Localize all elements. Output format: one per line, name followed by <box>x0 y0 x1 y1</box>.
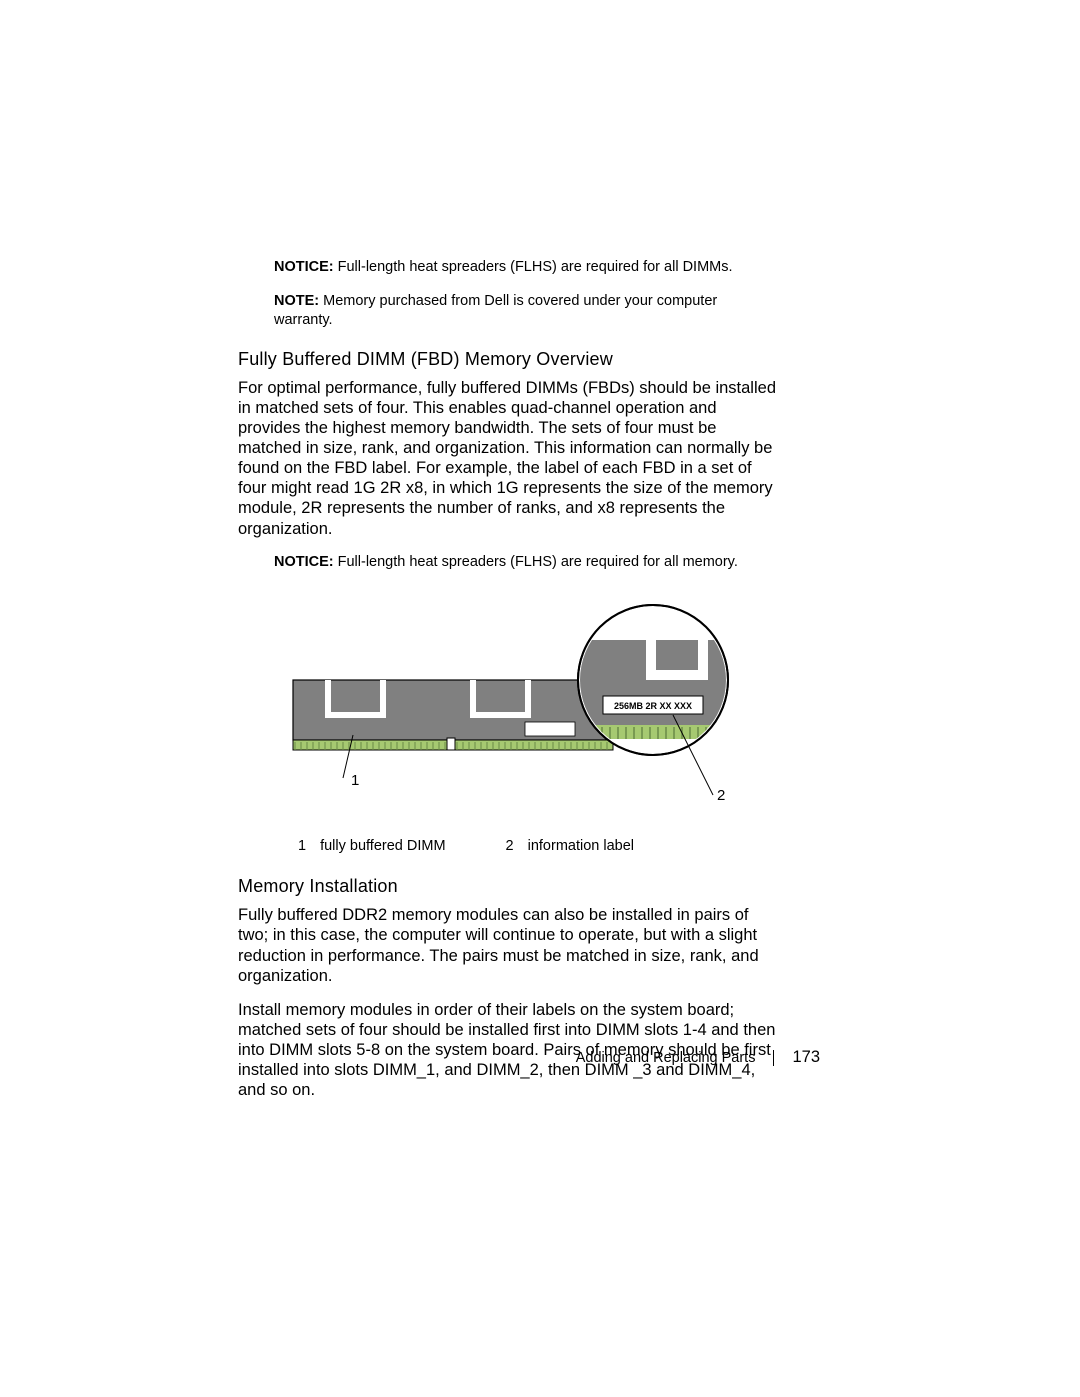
dimm-label-rect <box>525 722 575 736</box>
note-text: Memory purchased from Dell is covered un… <box>274 293 717 329</box>
footer-divider <box>773 1050 774 1066</box>
legend-2-text: information label <box>528 838 634 854</box>
note-warranty: NOTE: Memory purchased from Dell is cove… <box>238 292 778 331</box>
legend-item-2: 2 information label <box>506 838 634 854</box>
notice-flhs-dimms: NOTICE: Full-length heat spreaders (FLHS… <box>238 258 778 278</box>
legend-1-num: 1 <box>298 838 306 854</box>
figure-legend: 1 fully buffered DIMM 2 information labe… <box>238 838 778 854</box>
notice-text: Full-length heat spreaders (FLHS) are re… <box>334 259 733 275</box>
heading-fbd-overview: Fully Buffered DIMM (FBD) Memory Overvie… <box>238 349 778 370</box>
figure-dimm: 256MB 2R XX XXX 1 2 1 fully buffered DIM… <box>238 600 778 854</box>
content-column: NOTICE: Full-length heat spreaders (FLHS… <box>238 258 778 1114</box>
body-memory-installation-1: Fully buffered DDR2 memory modules can a… <box>238 905 778 986</box>
callout-2-num: 2 <box>717 787 725 804</box>
notice-label-2: NOTICE: <box>274 554 334 570</box>
legend-item-1: 1 fully buffered DIMM <box>298 838 446 854</box>
page-footer: Adding and Replacing Parts 173 <box>576 1048 820 1067</box>
notice-text-2: Full-length heat spreaders (FLHS) are re… <box>334 554 738 570</box>
connector-notch <box>447 738 455 750</box>
notice-flhs-memory: NOTICE: Full-length heat spreaders (FLHS… <box>238 553 778 573</box>
footer-page-number: 173 <box>792 1048 820 1067</box>
legend-2-num: 2 <box>506 838 514 854</box>
dimm-diagram-svg: 256MB 2R XX XXX 1 2 <box>273 600 743 820</box>
footer-section: Adding and Replacing Parts <box>576 1050 756 1066</box>
zoom-label-text: 256MB 2R XX XXX <box>614 701 692 711</box>
magnifier-content: 256MB 2R XX XXX <box>573 640 743 739</box>
body-fbd-overview: For optimal performance, fully buffered … <box>238 378 778 539</box>
notice-label: NOTICE: <box>274 259 334 275</box>
legend-1-text: fully buffered DIMM <box>320 838 445 854</box>
callout-1-num: 1 <box>351 772 359 789</box>
heading-memory-installation: Memory Installation <box>238 876 778 897</box>
note-label: NOTE: <box>274 293 319 309</box>
page: NOTICE: Full-length heat spreaders (FLHS… <box>0 0 1080 1397</box>
